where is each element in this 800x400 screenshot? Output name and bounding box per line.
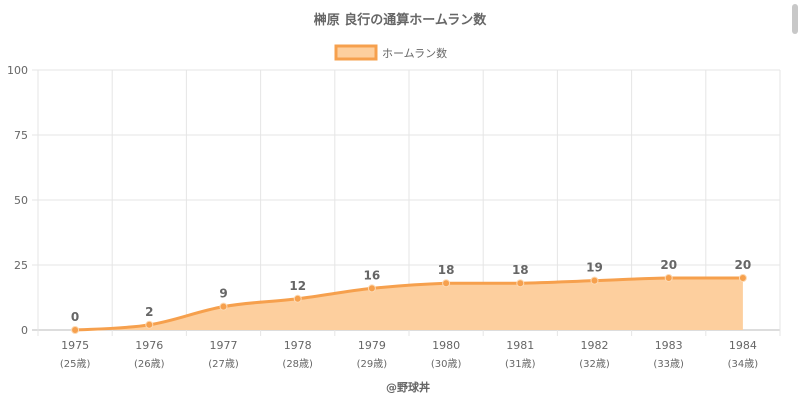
x-tick-label: 1980 [432, 339, 460, 352]
plot-area: 0 2 9 12 16 18 18 19 20 20 [71, 258, 751, 334]
x-tick-label: 1983 [655, 339, 683, 352]
legend-swatch [334, 44, 378, 61]
data-point[interactable] [71, 326, 80, 334]
series-area [75, 278, 743, 330]
data-label: 16 [364, 268, 381, 282]
x-tick-age-label: (31歳) [505, 358, 536, 370]
data-point[interactable] [590, 276, 599, 285]
data-point[interactable] [664, 274, 673, 282]
data-label: 18 [438, 263, 455, 277]
x-tick-label: 1978 [284, 339, 312, 352]
legend-label: ホームラン数 [382, 47, 447, 60]
data-point[interactable] [516, 279, 525, 288]
x-tick-age-label: (25歳) [60, 358, 91, 370]
x-tick-age-label: (29歳) [357, 358, 388, 370]
x-tick-label: 1976 [135, 339, 163, 352]
x-tick-age-label: (33歳) [653, 358, 684, 370]
data-point[interactable] [738, 274, 747, 282]
y-tick-label: 75 [14, 129, 28, 142]
data-point[interactable] [442, 279, 451, 288]
chart-title: 榊原 良行の通算ホームラン数 [314, 12, 487, 28]
data-label: 9 [219, 287, 227, 301]
y-tick-label: 100 [7, 64, 28, 77]
x-tick-age-label: (26歳) [134, 358, 165, 370]
y-tick-label: 50 [14, 194, 28, 207]
x-tick-label: 1984 [729, 339, 757, 352]
series-line [74, 276, 743, 332]
x-tick-age-label: (34歳) [728, 358, 759, 370]
data-label: 18 [512, 263, 529, 277]
data-label: 20 [660, 258, 677, 272]
data-label: 12 [289, 279, 306, 293]
scrollbar[interactable] [792, 4, 798, 34]
data-label: 2 [145, 305, 153, 319]
x-tick-label: 1975 [61, 339, 89, 352]
x-tick-age-label: (32歳) [579, 358, 610, 370]
data-point[interactable] [367, 284, 376, 293]
data-label: 0 [71, 310, 79, 324]
x-tick-label: 1981 [506, 339, 534, 352]
y-tick-label: 25 [14, 259, 28, 272]
x-tick-age-label: (27歳) [208, 358, 239, 370]
y-tick-label: 0 [21, 324, 28, 337]
x-tick-age-label: (28歳) [282, 358, 313, 370]
x-axis: 1975 (25歳) 1976 (26歳) 1977 (27歳) 1978 (28歳) 1979… [60, 339, 758, 370]
data-label: 20 [735, 258, 752, 272]
data-point[interactable] [293, 294, 302, 303]
y-axis: 0 25 50 75 100 [7, 64, 28, 337]
data-label: 19 [586, 261, 603, 275]
x-tick-label: 1979 [358, 339, 386, 352]
credit-text: @野球丼 [386, 380, 430, 394]
legend[interactable]: ホームラン数 [334, 44, 447, 61]
x-tick-label: 1982 [581, 339, 609, 352]
x-tick-age-label: (30歳) [431, 358, 462, 370]
data-point[interactable] [219, 302, 228, 311]
x-tick-label: 1977 [210, 339, 238, 352]
data-point[interactable] [145, 320, 154, 329]
